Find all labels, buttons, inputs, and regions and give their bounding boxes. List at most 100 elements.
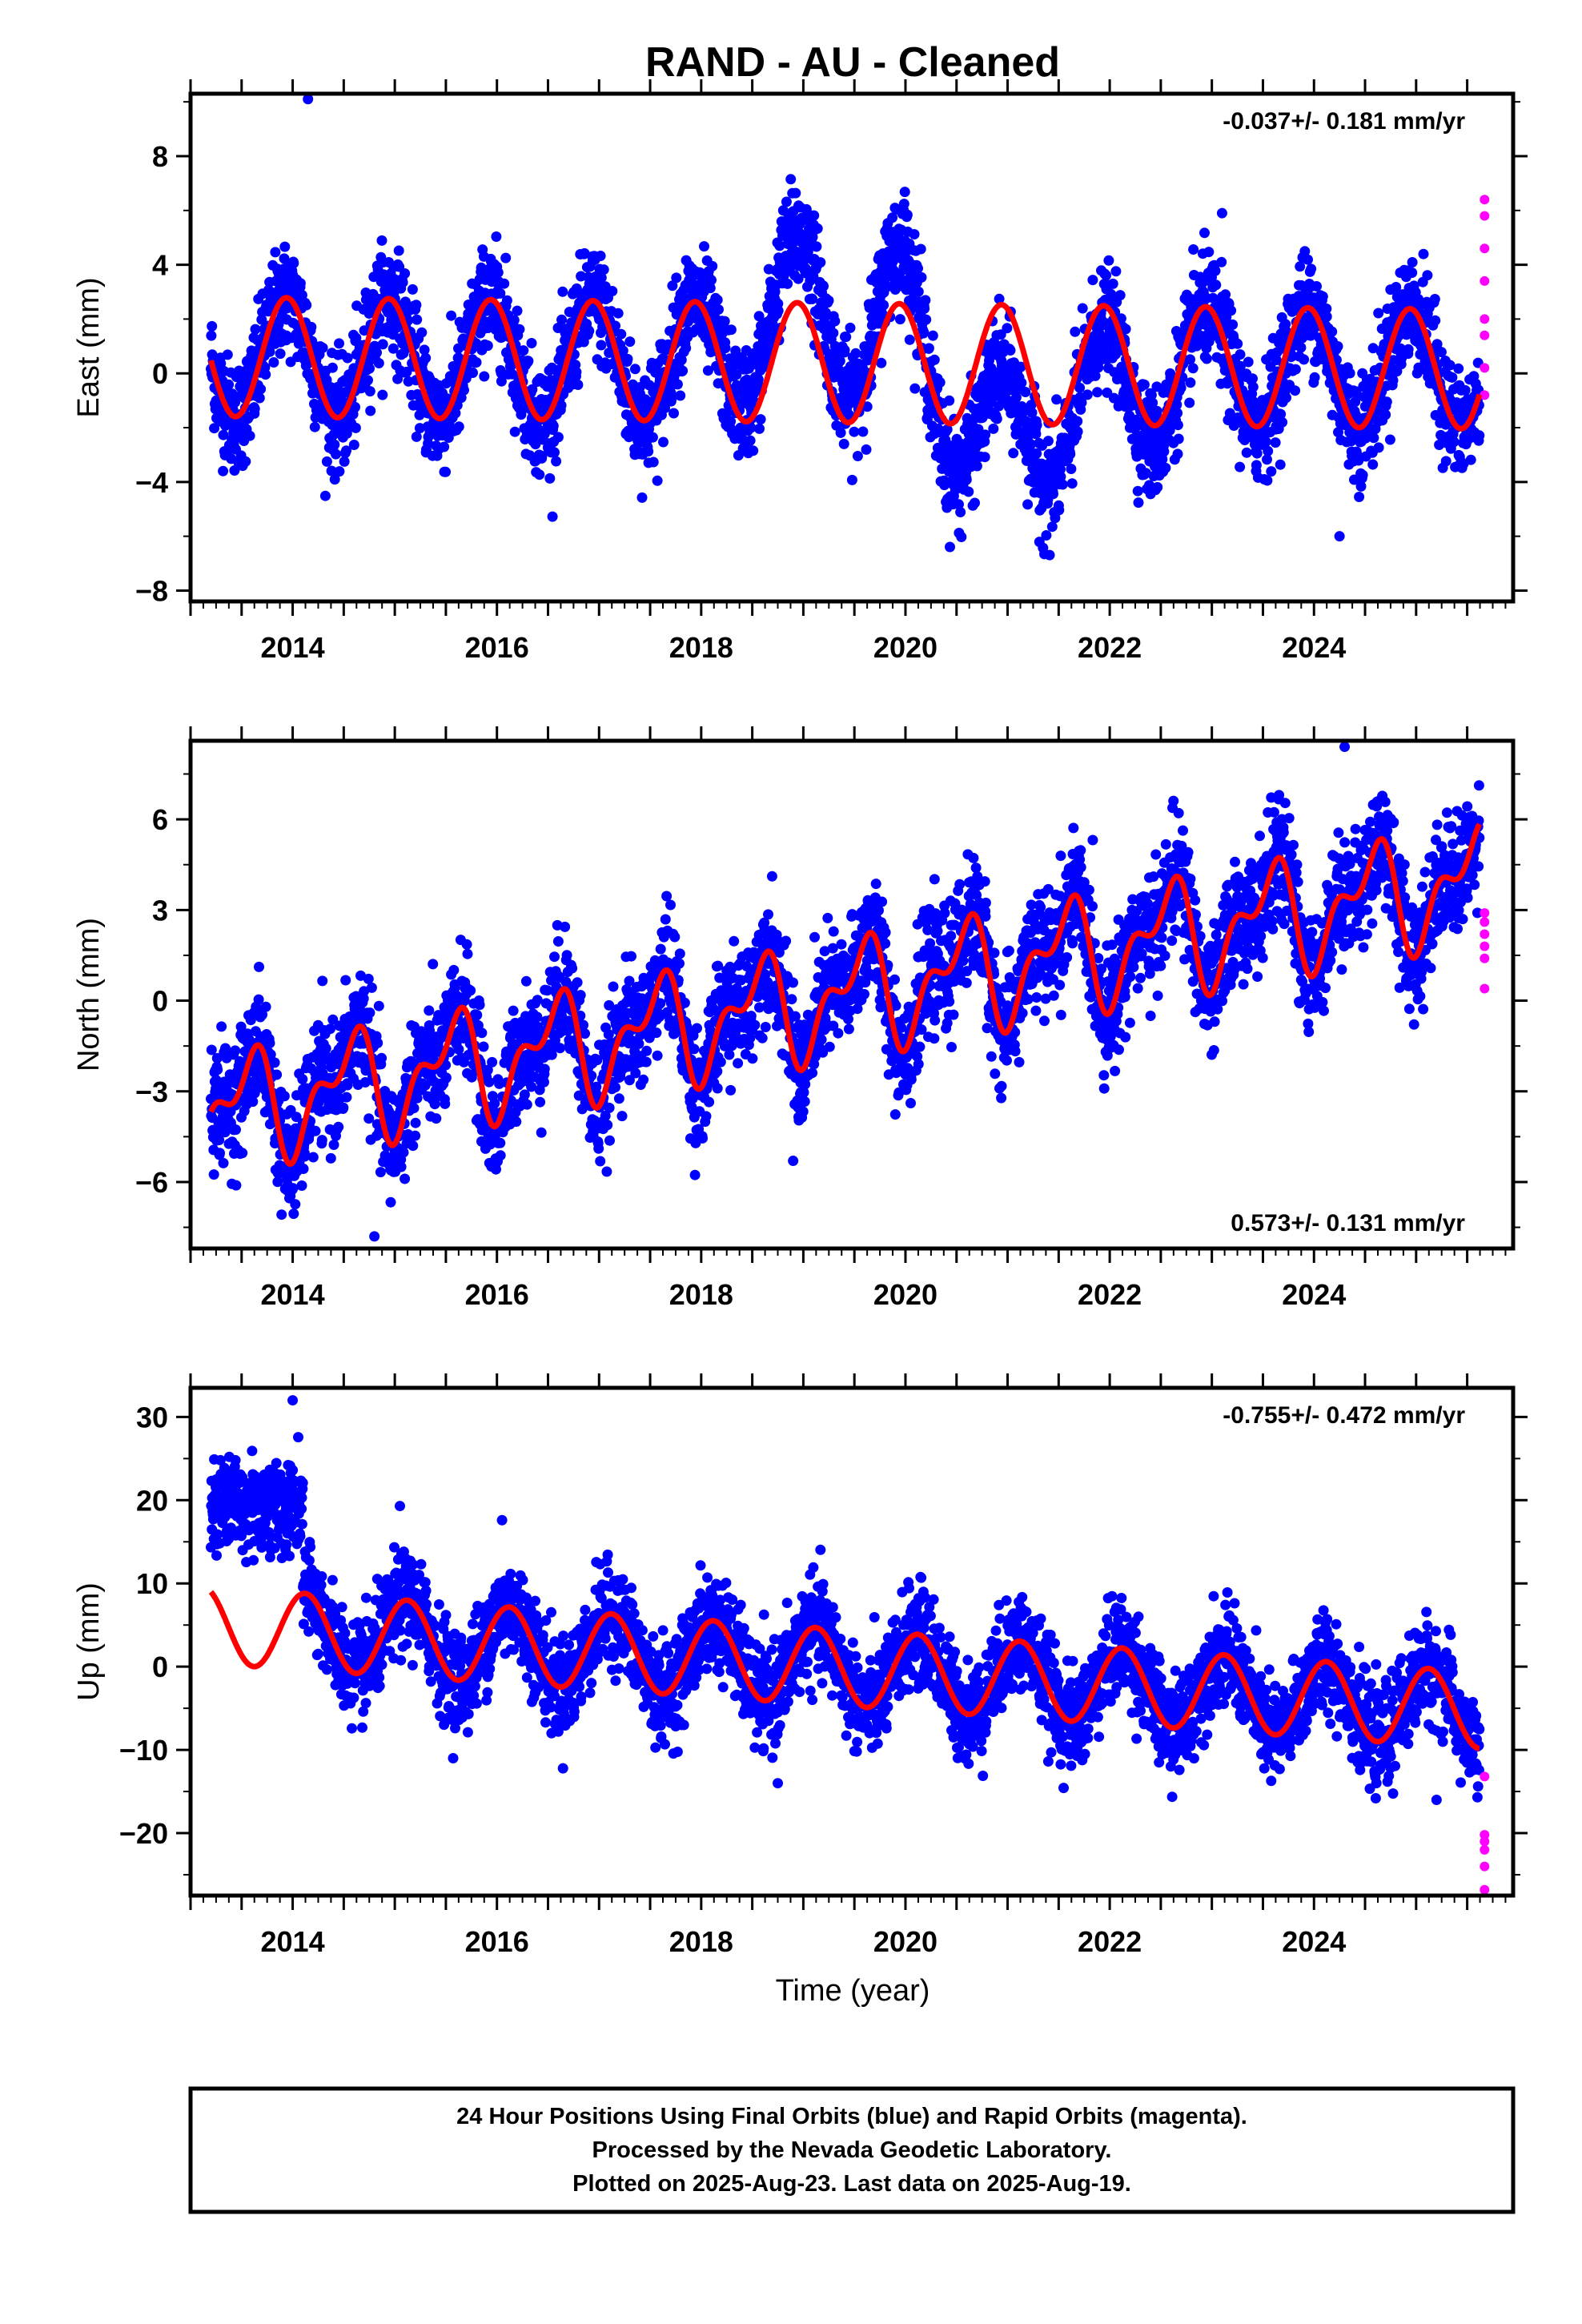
final-orbit-point: [341, 445, 351, 456]
final-orbit-point: [461, 939, 472, 950]
final-orbit-point: [237, 1148, 248, 1159]
final-orbit-point: [462, 948, 473, 959]
final-orbit-point: [1311, 281, 1322, 292]
final-orbit-point: [268, 357, 279, 368]
final-orbit-point: [364, 1007, 375, 1019]
final-orbit-point: [1203, 247, 1215, 258]
final-orbit-point: [212, 1064, 223, 1076]
final-orbit-point: [359, 1077, 371, 1088]
final-orbit-point: [755, 414, 766, 425]
final-orbit-point: [414, 423, 425, 434]
final-orbit-point: [1434, 440, 1445, 450]
final-orbit-point: [519, 1089, 530, 1100]
final-orbit-point: [963, 486, 974, 497]
final-orbit-point: [539, 1076, 549, 1088]
final-orbit-point: [410, 1130, 421, 1141]
final-orbit-point: [843, 409, 854, 420]
final-orbit-point: [1070, 326, 1081, 337]
final-orbit-point: [793, 273, 804, 284]
final-orbit-point: [397, 277, 408, 288]
final-orbit-point: [881, 282, 892, 292]
final-orbit-point: [231, 1180, 242, 1191]
final-orbit-point: [1440, 456, 1452, 467]
final-orbit-point: [648, 456, 659, 468]
final-orbit-point: [1354, 492, 1365, 502]
final-orbit-point: [250, 324, 261, 335]
final-orbit-point: [218, 429, 229, 440]
final-orbit-point: [705, 283, 716, 294]
final-orbit-point: [334, 338, 344, 349]
final-orbit-point: [316, 1135, 327, 1146]
final-orbit-point: [1005, 345, 1016, 356]
final-orbit-point: [1211, 279, 1222, 291]
final-orbit-point: [523, 356, 534, 367]
y-tick-label: 0: [152, 357, 168, 390]
final-orbit-point: [371, 347, 382, 358]
final-orbit-point: [1008, 448, 1019, 459]
final-orbit-point: [1046, 521, 1058, 533]
final-orbit-point: [857, 426, 869, 437]
final-orbit-point: [1103, 255, 1114, 266]
final-orbit-point: [909, 229, 920, 239]
final-orbit-point: [508, 1005, 519, 1016]
final-orbit-point: [1317, 291, 1328, 302]
final-orbit-point: [1082, 389, 1093, 400]
final-orbit-point: [774, 240, 785, 251]
final-orbit-point: [677, 365, 689, 376]
final-orbit-point: [468, 368, 478, 378]
final-orbit-point: [310, 1125, 321, 1136]
final-orbit-point: [1016, 377, 1027, 388]
final-orbit-point: [392, 373, 404, 384]
final-orbit-point: [595, 251, 606, 261]
final-orbit-point: [913, 263, 923, 274]
final-orbit-point: [1299, 246, 1311, 257]
final-orbit-point: [303, 94, 314, 105]
final-orbit-point: [876, 357, 887, 368]
final-orbit-point: [923, 343, 934, 354]
final-orbit-point: [299, 1151, 311, 1162]
x-tick-label: 2022: [1078, 631, 1142, 664]
final-orbit-point: [1226, 305, 1237, 316]
rapid-orbit-point: [1480, 243, 1490, 254]
final-orbit-point: [424, 1005, 435, 1016]
final-orbit-point: [725, 324, 737, 336]
x-axis: 2014 2016 2018 2020 2022 2024: [189, 79, 1507, 664]
final-orbit-point: [329, 439, 340, 450]
final-orbit-point: [387, 343, 399, 354]
final-orbit-point: [400, 268, 411, 279]
final-orbit-point: [1185, 377, 1196, 388]
final-orbit-point: [253, 994, 264, 1005]
final-orbit-point: [658, 436, 669, 448]
final-orbit-point: [439, 441, 450, 452]
final-orbit-point: [878, 300, 889, 311]
final-orbit-point: [276, 1209, 287, 1220]
final-orbit-point: [376, 235, 387, 246]
final-orbit-point: [220, 1043, 231, 1054]
final-orbit-point: [334, 466, 345, 477]
final-orbit-point: [1367, 343, 1379, 354]
final-orbit-point: [1447, 372, 1458, 383]
final-orbit-point: [412, 1092, 423, 1104]
final-orbit-point: [1247, 373, 1258, 384]
final-orbit-point: [542, 985, 553, 996]
final-orbit-point: [401, 366, 412, 377]
final-orbit-point: [408, 1140, 419, 1152]
final-orbit-point: [365, 405, 376, 416]
final-orbit-point: [617, 345, 628, 356]
final-orbit-point: [1106, 288, 1117, 300]
final-orbit-point: [1227, 319, 1239, 330]
final-orbit-point: [1188, 244, 1199, 255]
final-orbit-point: [206, 330, 217, 341]
final-orbit-point: [1440, 419, 1452, 430]
final-orbit-point: [1474, 430, 1485, 441]
final-orbit-point: [934, 377, 946, 388]
final-orbit-point: [440, 1059, 452, 1071]
final-orbit-point: [249, 404, 260, 414]
final-orbit-point: [1051, 394, 1062, 405]
final-orbit-point: [307, 1152, 319, 1163]
final-orbit-point: [1270, 437, 1281, 448]
final-orbit-point: [1055, 471, 1066, 482]
final-orbit-point: [919, 303, 930, 314]
final-orbit-point: [942, 424, 953, 435]
final-orbit-point: [275, 348, 286, 360]
